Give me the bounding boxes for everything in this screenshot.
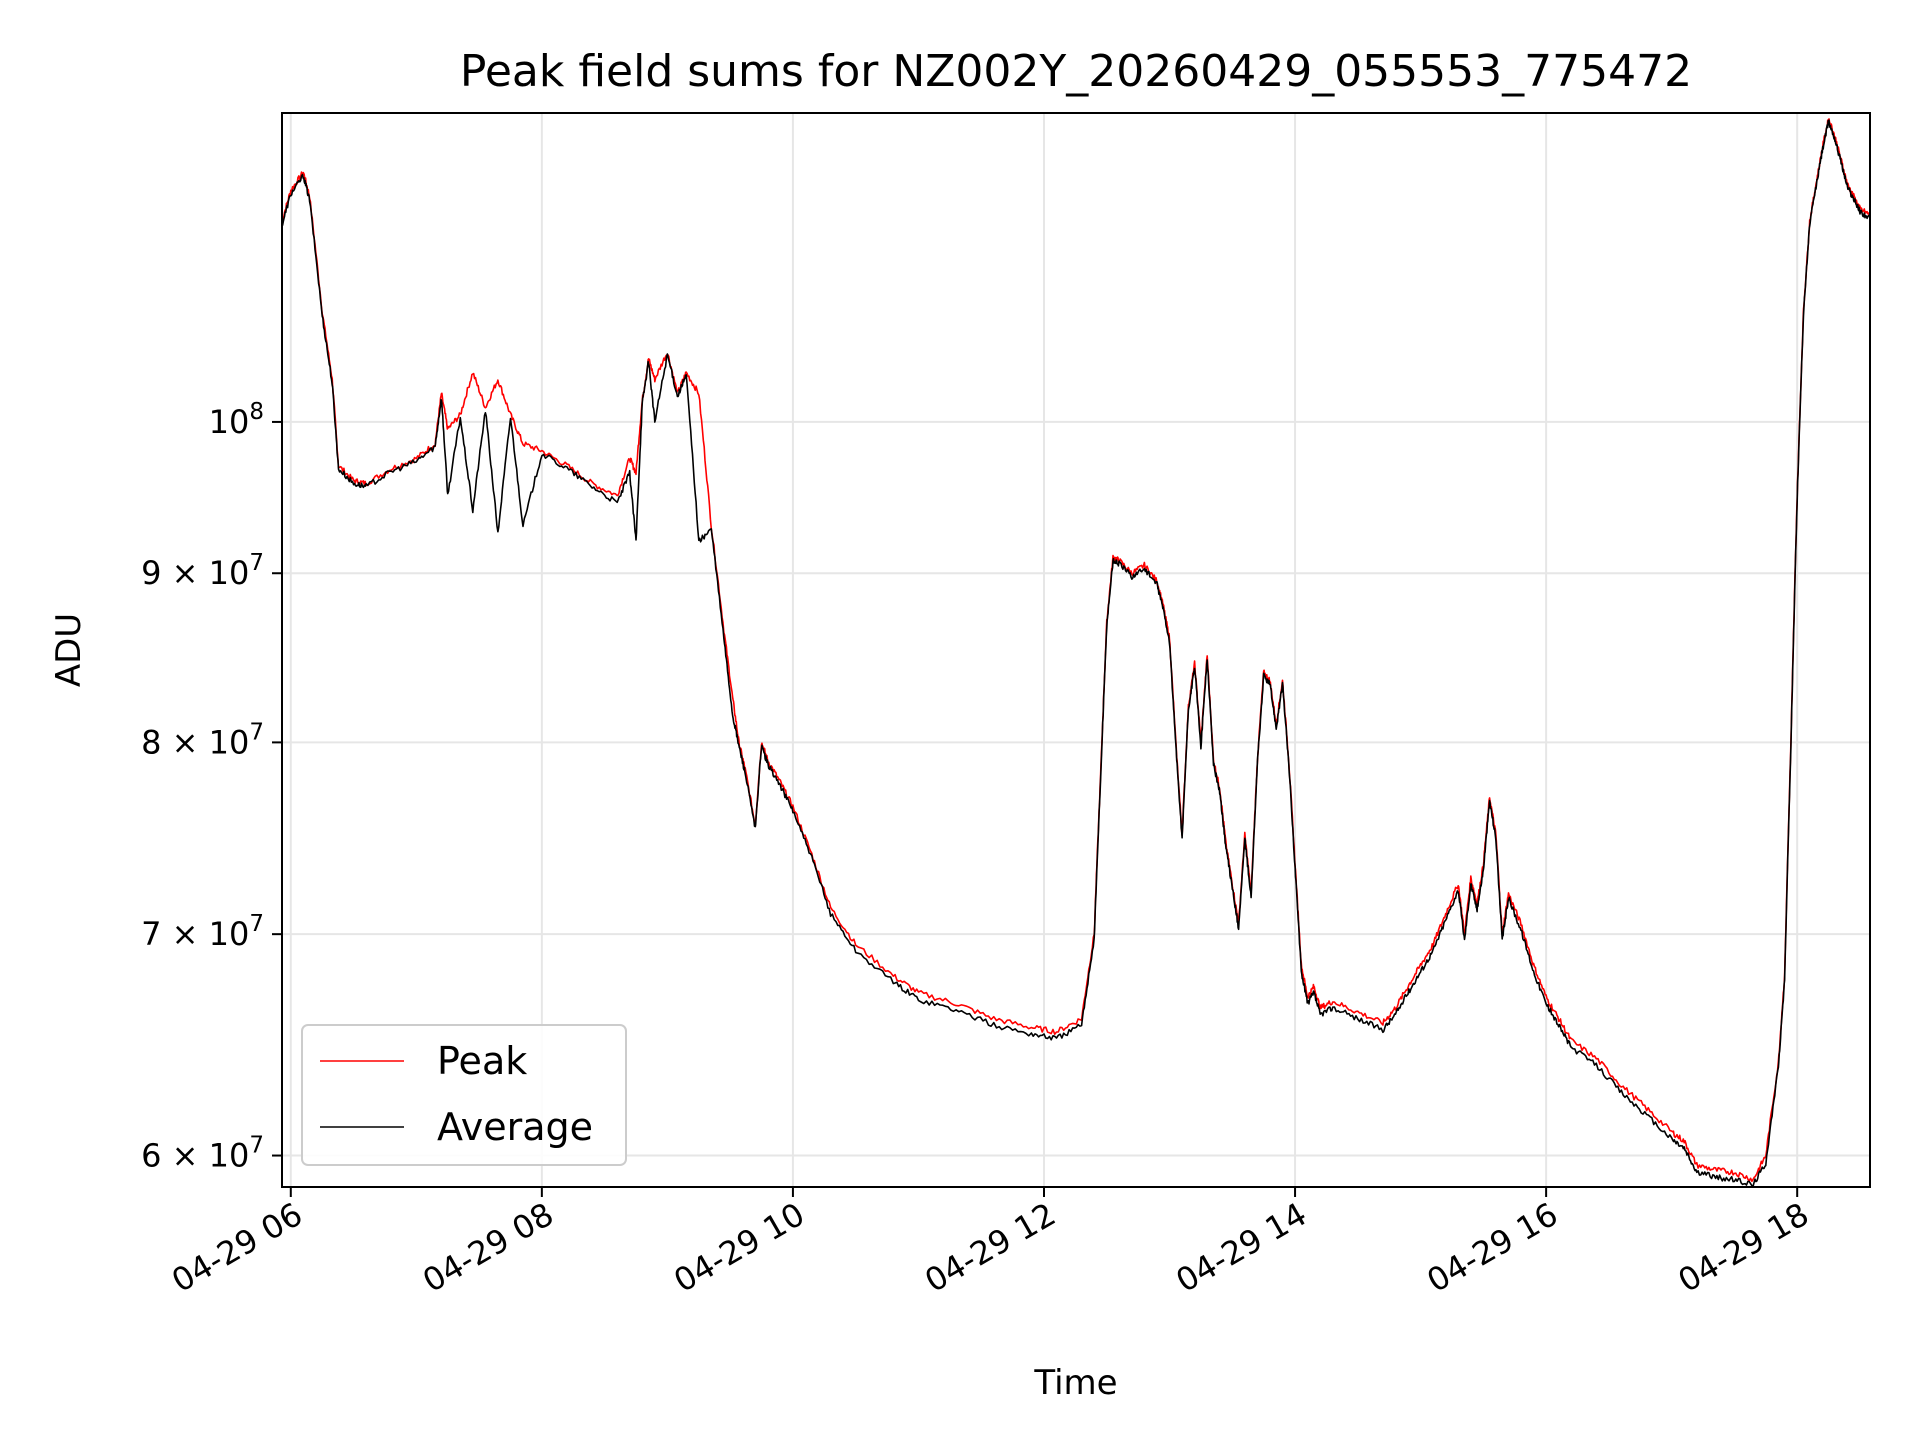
legend-label-average: Average [437, 1105, 593, 1149]
series-line-average [281, 119, 1871, 1187]
legend: Peak Average [301, 1024, 627, 1166]
y-axis-label: ADU [49, 613, 89, 687]
legend-label-peak: Peak [437, 1039, 527, 1083]
plot-frame [281, 112, 1871, 1188]
y-tick-label: 8 × 107 [141, 719, 264, 761]
series-lines [281, 118, 1871, 1187]
y-axis-ticks: 6 × 107 7 × 107 8 × 107 9 × 107 108 [141, 399, 282, 1175]
y-tick-label: 6 × 107 [141, 1133, 264, 1175]
x-axis-label: Time [1033, 1363, 1117, 1403]
y-tick-label: 7 × 107 [141, 911, 264, 953]
legend-frame [301, 1024, 627, 1166]
chart-title: Peak field sums for NZ002Y_20260429_0555… [460, 46, 1692, 97]
y-tick-label: 108 [209, 399, 264, 441]
y-tick-label: 9 × 107 [141, 550, 264, 592]
